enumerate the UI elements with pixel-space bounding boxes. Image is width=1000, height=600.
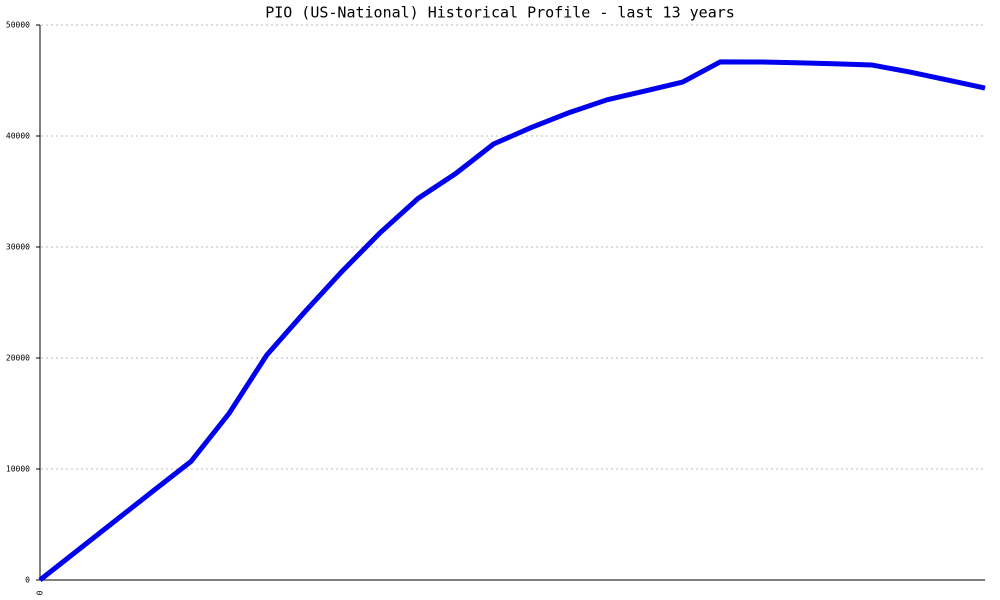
- y-tick-label: 0: [25, 576, 30, 585]
- y-tick-label: 40000: [6, 132, 30, 141]
- chart-title: PIO (US-National) Historical Profile - l…: [265, 4, 735, 22]
- y-tick-label: 10000: [6, 465, 30, 474]
- y-tick-label: 50000: [6, 21, 30, 30]
- y-tick-label: 20000: [6, 354, 30, 363]
- y-tick-label: 30000: [6, 243, 30, 252]
- x-tick-label: 0: [36, 590, 45, 595]
- line-series: [38, 59, 986, 582]
